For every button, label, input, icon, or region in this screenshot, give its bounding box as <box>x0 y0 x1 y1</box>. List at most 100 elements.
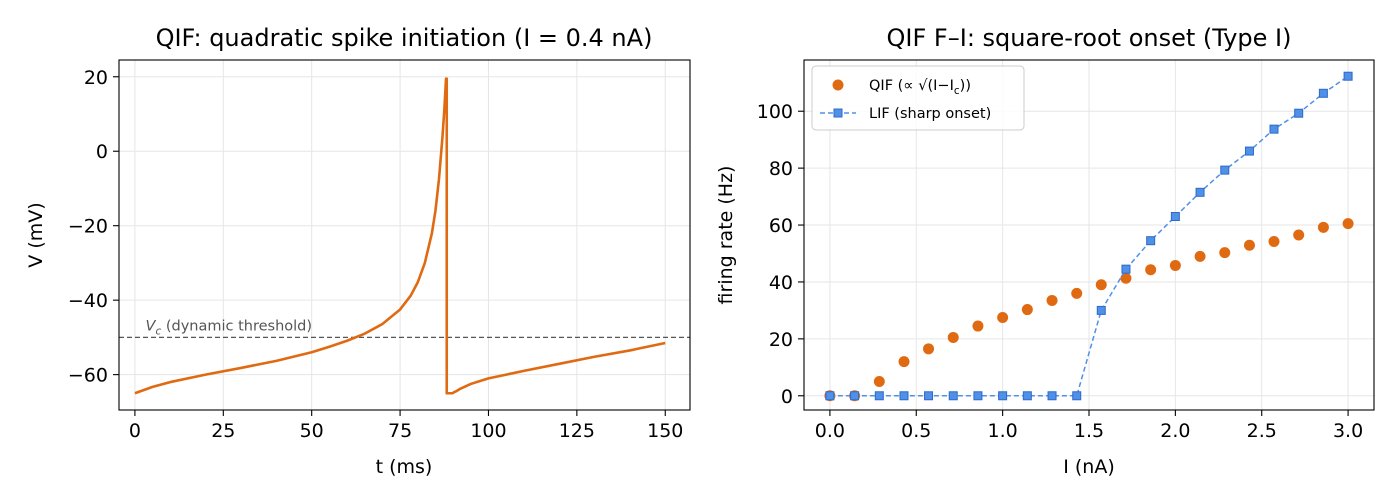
qif-data-point <box>1095 279 1107 291</box>
threshold-label-text: (dynamic threshold) <box>161 318 312 334</box>
lif-data-point <box>1096 305 1106 315</box>
left-y-tick-label: −20 <box>68 216 108 238</box>
right-y-tick-label: 100 <box>757 101 793 123</box>
lif-data-point <box>924 391 934 401</box>
right-x-ticks: 0.0 0.5 1.0 1.5 2.0 2.5 3.0 <box>815 410 1363 442</box>
right-x-tick-label: 1.5 <box>1074 420 1104 442</box>
right-chart-panel: QIF F–I: square-root onset (Type I) 0.0 0… <box>715 24 1375 478</box>
right-y-tick-label: 60 <box>769 215 793 237</box>
right-x-tick-label: 0.5 <box>901 420 931 442</box>
right-x-tick-label: 1.0 <box>988 420 1018 442</box>
lif-data-point <box>1170 212 1180 222</box>
lif-data-point <box>899 391 909 401</box>
qif-data-point <box>1021 304 1033 316</box>
left-chart-title: QIF: quadratic spike initiation (I = 0.4… <box>156 24 653 52</box>
qif-data-point <box>972 320 984 332</box>
left-plot-frame <box>118 59 691 411</box>
qif-data-point <box>898 356 910 368</box>
legend-qif-subscript: c <box>954 85 960 97</box>
qif-data-point <box>1169 259 1181 271</box>
legend-qif-label: QIF (∝ √(I−Ic)) <box>869 78 971 97</box>
qif-data-point <box>1219 247 1231 259</box>
qif-data-point <box>997 312 1009 324</box>
qif-data-point <box>923 343 935 355</box>
legend-box <box>811 65 1025 131</box>
lif-series-line <box>829 75 1349 397</box>
qif-data-point <box>1243 239 1255 251</box>
left-y-ticks: −60 −40 −20 0 20 <box>68 67 119 387</box>
left-y-tick-label: −60 <box>68 365 108 387</box>
left-x-tick-label: 25 <box>211 420 235 442</box>
lif-data-point <box>1121 264 1131 274</box>
left-x-tick-label: 150 <box>647 420 683 442</box>
right-x-tick-label: 0.0 <box>815 420 845 442</box>
left-chart-panel: QIF: quadratic spike initiation (I = 0.4… <box>25 24 691 478</box>
left-threshold-group: Vc (dynamic threshold) <box>119 318 690 339</box>
qif-data-point <box>1046 294 1058 306</box>
qif-data-point <box>873 376 885 388</box>
left-x-tick-label: 100 <box>470 420 506 442</box>
lif-data-point <box>1220 165 1230 175</box>
qif-data-point <box>1071 287 1083 299</box>
lif-data-point <box>1244 146 1254 156</box>
qif-data-point <box>1268 236 1280 248</box>
lif-data-point <box>1022 391 1032 401</box>
legend-lif-marker <box>833 108 843 118</box>
left-y-tick-label: 20 <box>84 67 108 89</box>
lif-data-point <box>874 391 884 401</box>
qif-data-point <box>1120 272 1132 284</box>
left-x-tick-label: 50 <box>300 420 324 442</box>
lif-data-point <box>1195 187 1205 197</box>
lif-data-point <box>1269 124 1279 134</box>
right-y-tick-label: 20 <box>769 329 793 351</box>
right-y-tick-label: 0 <box>781 386 793 408</box>
lif-data-point <box>1072 391 1082 401</box>
threshold-label: Vc (dynamic threshold) <box>146 318 313 337</box>
lif-data-point <box>850 391 860 401</box>
lif-data-point <box>973 391 983 401</box>
right-y-tick-label: 80 <box>769 158 793 180</box>
qif-data-point <box>947 331 959 343</box>
right-y-ticks: 0 20 40 60 80 100 <box>757 101 804 408</box>
right-x-tick-label: 3.0 <box>1333 420 1363 442</box>
left-x-tick-label: 0 <box>129 420 141 442</box>
lif-data-point <box>948 391 958 401</box>
left-y-axis-label: V (mV) <box>25 202 47 267</box>
right-x-axis-label: I (nA) <box>1063 456 1115 478</box>
lif-data-point <box>825 391 835 401</box>
lif-data-point <box>1146 236 1156 246</box>
lif-data-point <box>1047 391 1057 401</box>
lif-data-point <box>1318 88 1328 98</box>
right-y-tick-label: 40 <box>769 272 793 294</box>
left-x-tick-label: 125 <box>559 420 595 442</box>
right-series-group <box>824 71 1354 402</box>
left-x-ticks: 0 25 50 75 100 125 150 <box>129 410 683 442</box>
voltage-trace <box>134 77 666 395</box>
right-chart-title: QIF F–I: square-root onset (Type I) <box>887 24 1292 52</box>
qif-data-point <box>1194 250 1206 262</box>
left-x-tick-label: 75 <box>388 420 412 442</box>
right-x-tick-label: 2.0 <box>1160 420 1190 442</box>
threshold-label-subscript: c <box>155 325 161 337</box>
legend-qif-tail: )) <box>960 78 971 94</box>
qif-data-point <box>1342 218 1354 230</box>
right-x-tick-label: 2.5 <box>1247 420 1277 442</box>
qif-data-point <box>1293 229 1305 241</box>
lif-data-point <box>1343 71 1353 81</box>
legend-qif-text: QIF (∝ √(I−I <box>869 78 954 94</box>
threshold-label-symbol: V <box>146 318 157 334</box>
left-y-tick-label: −40 <box>68 290 108 312</box>
legend-qif-marker <box>832 79 844 91</box>
left-chart-grid <box>119 60 690 410</box>
left-series-group <box>134 77 666 395</box>
legend: QIF (∝ √(I−Ic)) LIF (sharp onset) <box>811 65 1025 131</box>
lif-data-point <box>998 391 1008 401</box>
qif-data-point <box>1317 221 1329 233</box>
right-y-axis-label: firing rate (Hz) <box>715 166 737 305</box>
left-y-tick-label: 0 <box>96 141 108 163</box>
left-x-axis-label: t (ms) <box>376 456 433 478</box>
qif-data-point <box>1145 264 1157 276</box>
lif-data-point <box>1294 108 1304 118</box>
legend-lif-label: LIF (sharp onset) <box>869 106 991 122</box>
